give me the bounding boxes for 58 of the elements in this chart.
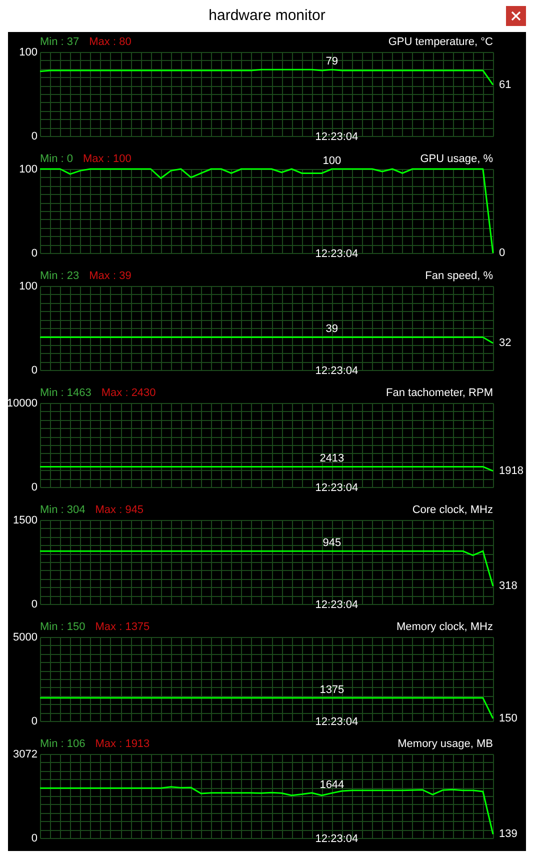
chart-title: Fan tachometer, RPM — [386, 387, 493, 399]
text: Min : 1463 — [40, 387, 92, 399]
text: Min : 304 — [40, 504, 86, 516]
annotation: 12:23:04 — [315, 482, 358, 494]
y-tick-label: 100 — [19, 280, 38, 292]
data-label: 100 — [322, 155, 342, 167]
annotation: 12:23:04 — [315, 599, 358, 611]
data-label: 139 — [499, 828, 518, 840]
y-tick-label: 5000 — [13, 632, 38, 644]
y-tick-label: 1500 — [13, 514, 38, 526]
text: Max : 100 — [83, 153, 132, 165]
text: Min : 150 — [40, 621, 86, 633]
chart-title: Memory clock, MHz — [396, 621, 493, 633]
text: hardware monitor — [208, 7, 326, 24]
chart-title: Core clock, MHz — [412, 504, 493, 516]
y-tick-label: 0 — [31, 482, 38, 494]
text: Min : 0 — [40, 153, 74, 165]
data-label: 945 — [322, 537, 342, 550]
line-series — [39, 68, 494, 86]
text: Max : 1913 — [95, 738, 150, 750]
data-label: 79 — [326, 56, 338, 68]
text: Max : 1375 — [95, 621, 150, 633]
text: Max : 945 — [95, 504, 144, 516]
y-tick-label: 0 — [31, 130, 38, 142]
y-tick-label: 0 — [31, 832, 38, 844]
data-label: 318 — [499, 580, 518, 592]
y-tick-label: 0 — [31, 248, 38, 260]
annotation: 12:23:04 — [315, 131, 358, 143]
text: Min : 37 — [40, 36, 80, 48]
annotation: 12:23:04 — [315, 365, 358, 377]
chart-title: GPU usage, % — [420, 153, 494, 165]
text: Max : 2430 — [101, 387, 156, 399]
annotation: 12:23:04 — [315, 716, 358, 728]
data-label: 1375 — [320, 684, 344, 696]
text: Min : 106 — [40, 738, 86, 750]
y-tick-label: 10000 — [6, 398, 38, 410]
annotation: 12:23:04 — [315, 248, 358, 260]
data-label: 61 — [499, 78, 512, 91]
y-tick-label: 0 — [31, 364, 38, 376]
data-label: 2413 — [320, 452, 344, 465]
y-tick-label: 0 — [31, 716, 38, 728]
chart-title: Memory usage, MB — [398, 738, 493, 750]
data-label: 32 — [499, 337, 512, 350]
chart-title: GPU temperature, °C — [388, 36, 494, 48]
y-tick-label: 3072 — [13, 748, 38, 760]
text: Max : 39 — [89, 270, 132, 282]
data-label: 0 — [499, 247, 506, 259]
data-label: 1644 — [320, 779, 344, 792]
text: Max : 80 — [89, 36, 132, 48]
y-tick-label: 100 — [19, 164, 38, 176]
text: Min : 23 — [40, 270, 80, 282]
data-label: 1918 — [499, 464, 524, 477]
annotation: 12:23:04 — [315, 833, 358, 845]
chart-title: Fan speed, % — [425, 270, 494, 282]
data-label: 39 — [326, 323, 338, 336]
data-label: 150 — [499, 712, 518, 724]
y-tick-label: 0 — [31, 598, 38, 610]
y-tick-label: 100 — [19, 46, 38, 58]
